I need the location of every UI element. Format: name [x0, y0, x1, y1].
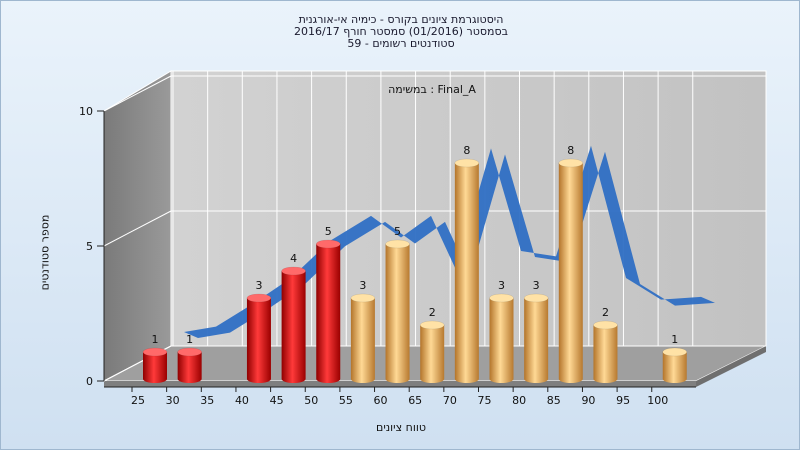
chart-title-line-2: בסמסטר (01/2016) סמסטר חורף 2016/17: [294, 25, 508, 38]
data-label: 4: [290, 252, 297, 265]
bar-top: [489, 293, 514, 303]
bar-top: [523, 293, 549, 303]
bar-85: [558, 158, 584, 383]
bar-body: [385, 244, 410, 383]
bar-60: [385, 239, 410, 383]
chart-title-line-1: היסטוגרמת ציונים בקורס - כימיה אי-אורגני…: [298, 13, 504, 26]
x-tick-label: 40: [235, 394, 249, 407]
floor-right-edge: [696, 346, 766, 387]
bar-top: [350, 293, 376, 303]
data-label: 3: [498, 279, 505, 292]
data-label: 2: [602, 306, 609, 319]
data-label: 5: [325, 225, 332, 238]
y-tick-label: 5: [86, 240, 93, 253]
gridline-diag: [103, 210, 172, 247]
bars: [142, 158, 687, 383]
gridlines: [103, 71, 766, 382]
gridline-diag: [103, 75, 172, 112]
bar-top: [281, 266, 306, 276]
bar-top: [454, 158, 480, 168]
bar-top: [385, 239, 410, 249]
bar-top: [246, 293, 272, 303]
floor-front-edge: [104, 381, 696, 387]
data-label: 2: [429, 306, 436, 319]
x-tick-label: 35: [200, 394, 214, 407]
bar-top: [662, 347, 687, 357]
data-label: 5: [394, 225, 401, 238]
data-label: 3: [359, 279, 366, 292]
bar-top: [419, 320, 445, 330]
x-tick-label: 70: [443, 394, 457, 407]
bar-65: [419, 320, 445, 383]
x-tick-label: 30: [166, 394, 180, 407]
annotation: במשימה : Final_A: [388, 83, 476, 96]
bar-body: [350, 298, 375, 383]
data-label: 1: [152, 333, 159, 346]
data-label: 1: [671, 333, 678, 346]
data-label: 3: [255, 279, 262, 292]
bar-body: [281, 271, 306, 383]
x-axis-label: טווח ציונים: [376, 421, 426, 434]
bar-50: [316, 239, 341, 383]
x-tick-label: 90: [581, 394, 595, 407]
data-label: 3: [533, 279, 540, 292]
bar-75: [489, 293, 514, 383]
bar-70: [454, 158, 480, 383]
bar-top: [177, 347, 202, 357]
x-tick-label: 95: [616, 394, 630, 407]
data-label: 8: [567, 144, 574, 157]
bar-45: [281, 266, 306, 383]
y-tick-label: 10: [79, 105, 93, 118]
y-tick-label: 0: [86, 375, 93, 388]
x-tick-label: 100: [647, 394, 668, 407]
bar-body: [316, 244, 341, 383]
bar-body: [593, 325, 618, 383]
x-tick-label: 65: [408, 394, 422, 407]
data-labels: 1 1 3 4 5 3 5 2 8 3 3 8 2 1: [152, 144, 679, 346]
bar-80: [523, 293, 549, 383]
bar-30: [177, 347, 202, 383]
x-tick-label: 55: [339, 394, 353, 407]
bar-body: [143, 352, 167, 383]
x-tick-label: 60: [374, 394, 388, 407]
bar-90: [593, 320, 618, 383]
x-tick-label: 75: [478, 394, 492, 407]
x-tick-label: 25: [131, 394, 145, 407]
x-tick-label: 80: [512, 394, 526, 407]
bar-100: [662, 347, 687, 383]
bar-55: [350, 293, 376, 383]
bar-body: [662, 352, 687, 383]
x-tick-label: 85: [547, 394, 561, 407]
bar-body: [558, 163, 583, 383]
x-tick-label: 50: [304, 394, 318, 407]
x-tick-label: 45: [270, 394, 284, 407]
bar-body: [177, 352, 202, 383]
bar-body: [524, 298, 549, 383]
bar-top: [316, 239, 341, 249]
bar-40: [246, 293, 272, 383]
data-label: 1: [186, 333, 193, 346]
side-wall: [103, 70, 172, 382]
bar-top: [593, 320, 618, 330]
bar-body: [489, 298, 514, 383]
data-label: 8: [463, 144, 470, 157]
bar-body: [246, 298, 271, 383]
bar-top: [142, 347, 168, 357]
bar-top: [558, 158, 584, 168]
chart-title-line-3: סטודנטים רשומים - 59: [347, 37, 455, 50]
y-axis-label: מספר סטודנטים: [38, 214, 52, 291]
bar-25: [142, 347, 168, 383]
bar-body: [454, 163, 479, 383]
bar-body: [420, 325, 445, 383]
